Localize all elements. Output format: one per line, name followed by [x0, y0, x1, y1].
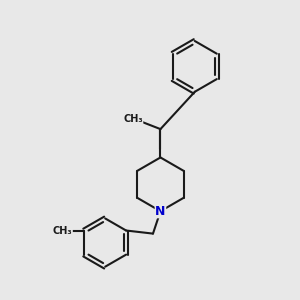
Text: CH₃: CH₃ — [53, 226, 72, 236]
Text: CH₃: CH₃ — [123, 114, 143, 124]
Text: N: N — [155, 205, 166, 218]
